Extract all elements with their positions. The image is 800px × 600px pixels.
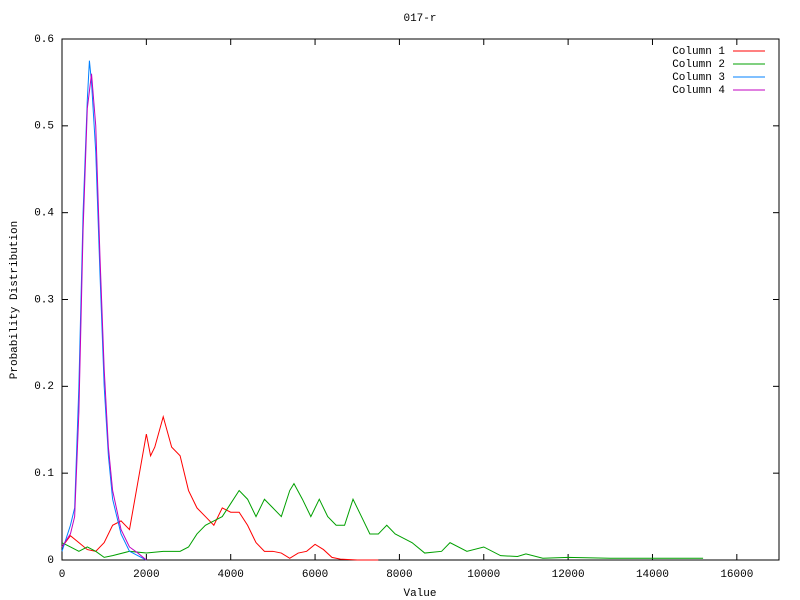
y-tick-label: 0 bbox=[47, 555, 54, 567]
x-tick-label: 6000 bbox=[302, 569, 328, 581]
legend-label: Column 2 bbox=[672, 59, 725, 71]
x-tick-label: 14000 bbox=[636, 569, 669, 581]
series-line bbox=[61, 482, 704, 559]
x-tick-label: 12000 bbox=[552, 569, 585, 581]
chart-title: 017-r bbox=[403, 13, 436, 25]
y-tick-label: 0.1 bbox=[34, 468, 54, 480]
x-tick-label: 10000 bbox=[467, 569, 500, 581]
series-line bbox=[61, 73, 147, 561]
x-axis-label: Value bbox=[403, 588, 436, 600]
legend-label: Column 1 bbox=[672, 46, 725, 58]
x-tick-label: 2000 bbox=[133, 569, 159, 581]
y-tick-label: 0.6 bbox=[34, 34, 54, 46]
legend-label: Column 4 bbox=[672, 85, 725, 97]
legend-label: Column 3 bbox=[672, 72, 725, 84]
plot-frame bbox=[61, 38, 780, 561]
y-tick-label: 0.4 bbox=[34, 208, 54, 220]
x-tick-label: 16000 bbox=[720, 569, 753, 581]
y-axis-label: Probability Distribution bbox=[9, 221, 21, 379]
series-line bbox=[61, 414, 379, 561]
x-tick-label: 4000 bbox=[218, 569, 244, 581]
series-line bbox=[61, 60, 147, 561]
y-tick-label: 0.2 bbox=[34, 381, 54, 393]
x-tick-label: 0 bbox=[59, 569, 66, 581]
x-tick-label: 8000 bbox=[386, 569, 412, 581]
y-tick-label: 0.3 bbox=[34, 294, 54, 306]
y-tick-label: 0.5 bbox=[34, 121, 54, 133]
